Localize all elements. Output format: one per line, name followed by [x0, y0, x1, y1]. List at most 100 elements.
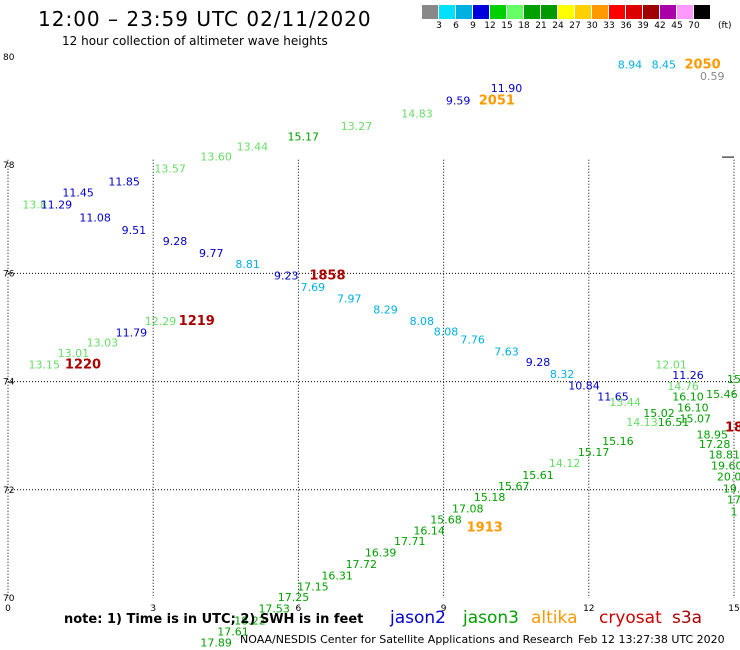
wave-height-label: 13.03	[87, 337, 119, 350]
wave-height-label: 13.01	[58, 347, 90, 360]
wave-height-label: 12.01	[655, 358, 687, 371]
wave-height-label: 17.71	[394, 535, 426, 548]
color-scale-swatch	[592, 5, 608, 19]
color-scale-swatch	[694, 5, 710, 19]
y-tick-label: 78	[3, 161, 15, 171]
wave-height-label: 11.26	[672, 369, 704, 382]
wave-height-label: 8.29	[373, 304, 398, 317]
color-scale-swatch	[660, 5, 676, 19]
satellite-legend-s3a: s3a	[672, 608, 703, 628]
wave-height-label: 15.61	[522, 469, 554, 482]
wave-height-label: 15.46	[706, 388, 738, 401]
wave-height-label: 17.28	[699, 438, 731, 451]
y-tick-label: 74	[3, 378, 15, 388]
color-scale-label: 24	[552, 21, 564, 31]
wave-height-label: 11.45	[62, 186, 94, 199]
x-tick-label: 12	[583, 604, 594, 614]
wave-height-label: 2050	[684, 58, 720, 73]
wave-height-label: 19.60	[711, 459, 740, 472]
satellite-legend-jason2: jason2	[390, 608, 446, 628]
y-tick-label: 76	[3, 269, 15, 279]
wave-height-label: 7.97	[337, 292, 362, 305]
wave-height-label: 18.95	[696, 429, 728, 442]
color-scale-swatch	[456, 5, 472, 19]
wave-height-label: 11.65	[597, 391, 629, 404]
wave-height-label: 9.28	[526, 356, 551, 369]
x-tick-label: 15	[728, 604, 739, 614]
wave-height-label: 17	[727, 494, 740, 507]
wave-height-label: 8.08	[410, 315, 435, 328]
wave-height-label: 11.08	[79, 212, 111, 225]
wave-height-label: 16.10	[677, 402, 709, 415]
color-scale-swatch	[541, 5, 557, 19]
wave-height-label: 7.76	[460, 333, 485, 346]
wave-height-label: 14.76	[667, 380, 699, 393]
wave-height-label: 1220	[65, 357, 101, 372]
color-scale-label: 21	[535, 21, 547, 31]
color-scale-label: 70	[688, 21, 700, 31]
wave-height-label: 1858	[309, 269, 345, 284]
wave-height-label: 18	[725, 421, 740, 436]
color-scale-label: 9	[470, 21, 476, 31]
wave-height-label: 8.32	[550, 368, 575, 381]
color-scale-label: 36	[620, 21, 632, 31]
chart-axes: 0 3 6 9 12 15 70 72 74 76 78 80	[3, 53, 740, 614]
y-tick-label: 70	[3, 594, 15, 604]
wave-height-label: 14.83	[401, 107, 433, 120]
color-scale-swatch	[575, 5, 591, 19]
wave-height-label: 15.67	[498, 480, 530, 493]
color-scale-swatch	[609, 5, 625, 19]
color-scale-label: 6	[453, 21, 459, 31]
wave-height-label: 13.60	[200, 151, 232, 164]
y-tick-label: 80	[3, 53, 15, 63]
color-scale-swatch	[558, 5, 574, 19]
wave-height-label: 17.53	[258, 602, 290, 615]
wave-height-label: 15.17	[578, 446, 610, 459]
wave-height-label: 8.08	[434, 325, 459, 338]
wave-height-label: 13.27	[341, 120, 373, 133]
wave-height-label: 13.44	[609, 396, 641, 409]
satellite-legend-jason3: jason3	[463, 608, 519, 628]
color-scale-swatch	[507, 5, 523, 19]
wave-height-label: 17.08	[452, 503, 484, 516]
color-scale-label: 45	[671, 21, 683, 31]
wave-height-label: 1	[731, 505, 738, 518]
wave-height-label: 15.18	[474, 491, 506, 504]
wave-height-label: 8.45	[652, 59, 677, 72]
footnote: note: 1) Time is in UTC; 2) SWH is in fe…	[64, 612, 364, 627]
wave-height-label: 16.31	[321, 569, 353, 582]
x-tick-label: 3	[150, 604, 156, 614]
wave-height-label: 14.13	[626, 416, 658, 429]
x-tick-label: 0	[5, 604, 11, 614]
wave-height-label: 15.07	[680, 412, 712, 425]
generation-timestamp: Feb 12 13:27:38 UTC 2020	[578, 633, 725, 646]
wave-height-label: 1913	[467, 521, 503, 536]
wave-height-label: 17.89	[200, 636, 232, 649]
wave-height-label: 15.02	[643, 407, 675, 420]
wave-height-label: 8.81	[235, 258, 260, 271]
color-scale-label: 39	[637, 21, 649, 31]
wave-height-label: 18.81	[709, 449, 740, 462]
y-tick-label: 72	[3, 486, 14, 496]
color-scale-swatch	[677, 5, 693, 19]
wave-height-label: 16.51	[658, 416, 690, 429]
wave-height-label: 11.85	[108, 175, 140, 188]
wave-height-label: 15	[727, 373, 740, 386]
color-scale-swatch	[422, 5, 438, 19]
color-scale-label: 27	[569, 21, 581, 31]
wave-height-label: 12.29	[145, 315, 177, 328]
color-scale-label: 30	[586, 21, 598, 31]
wave-height-label: 13.15	[29, 358, 61, 371]
wave-height-label: 9.51	[122, 224, 147, 237]
wave-height-label: 1219	[179, 314, 215, 329]
color-scale-swatch	[524, 5, 540, 19]
x-tick-label: 9	[441, 604, 447, 614]
wave-height-label: 17.72	[346, 558, 378, 571]
satellite-legend-altika: altika	[531, 608, 578, 628]
wave-height-label: 13.8	[22, 199, 47, 212]
wave-height-label: 19.	[723, 483, 740, 496]
wave-height-label: 13.57	[154, 162, 186, 175]
wave-height-label: 17.15	[297, 581, 329, 594]
